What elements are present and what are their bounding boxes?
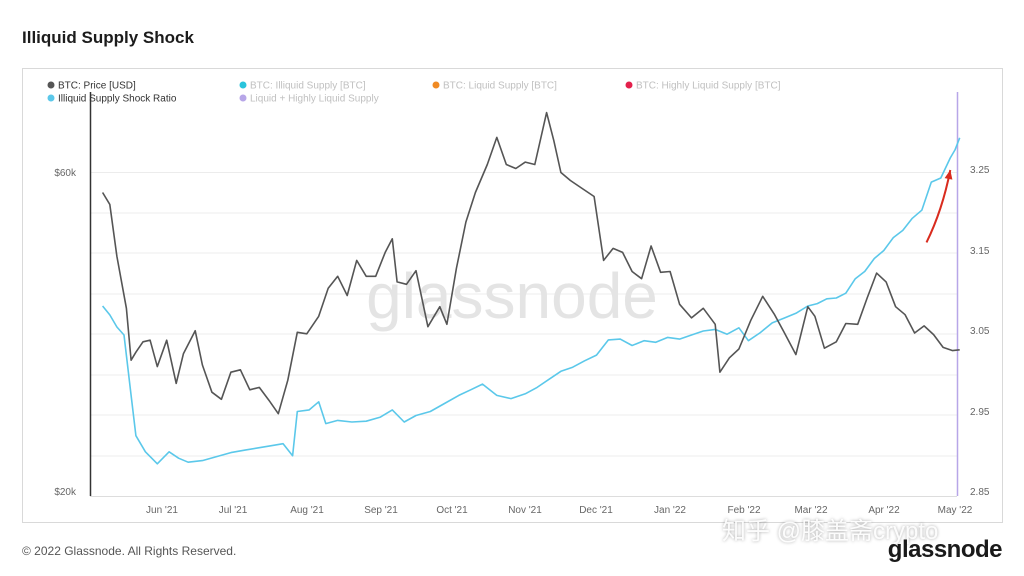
series-line-shock-ratio — [101, 137, 961, 465]
x-tick: Mar '22 — [794, 505, 827, 516]
page-title: Illiquid Supply Shock — [22, 28, 194, 47]
x-ticks: Jun '21 Jul '21 Aug '21 Sep '21 Oct '21 … — [146, 505, 973, 516]
legend-label: BTC: Illiquid Supply [BTC] — [250, 81, 366, 92]
legend-item-liquid-supply[interactable]: BTC: Liquid Supply [BTC] — [432, 81, 558, 92]
legend-dot — [239, 81, 247, 89]
legend-dot — [47, 81, 55, 89]
legend-dot — [625, 81, 633, 89]
annotation-arrow — [925, 169, 953, 243]
legend-label: BTC: Price [USD] — [58, 81, 136, 92]
arrow-head — [944, 170, 953, 180]
zhihu-watermark: 知乎 @膝盖斋crypto — [722, 518, 939, 545]
legend-item-shock-ratio[interactable]: Illiquid Supply Shock Ratio — [47, 94, 177, 105]
legend-item-highly-liquid-supply[interactable]: BTC: Highly Liquid Supply [BTC] — [625, 81, 781, 92]
legend-label: Illiquid Supply Shock Ratio — [58, 94, 177, 105]
y-right-tick: 3.05 — [970, 326, 990, 337]
legend-dot — [239, 94, 247, 102]
y-left-tick: $20k — [54, 487, 77, 498]
x-tick: Jan '22 — [654, 505, 686, 516]
legend-label: BTC: Highly Liquid Supply [BTC] — [636, 81, 781, 92]
legend-item-illiquid-supply[interactable]: BTC: Illiquid Supply [BTC] — [239, 81, 366, 92]
x-tick: Feb '22 — [727, 505, 760, 516]
x-tick: Dec '21 — [579, 505, 613, 516]
legend-item-liquid-plus-highly-liquid[interactable]: Liquid + Highly Liquid Supply — [239, 94, 379, 105]
arrow-shaft — [925, 169, 952, 243]
x-tick: Aug '21 — [290, 505, 324, 516]
chart-panel — [22, 68, 1003, 523]
y-right-tick: 2.85 — [970, 487, 990, 498]
x-tick: Apr '22 — [868, 505, 900, 516]
brand-logo: glassnode — [887, 536, 1003, 563]
legend-label: Liquid + Highly Liquid Supply — [250, 94, 379, 105]
x-tick: May '22 — [938, 505, 973, 516]
legend-item-btc-price[interactable]: BTC: Price [USD] — [47, 81, 137, 92]
center-watermark: glassnode — [366, 260, 658, 332]
y-right-tick: 2.95 — [970, 407, 990, 418]
legend-label: BTC: Liquid Supply [BTC] — [443, 81, 557, 92]
x-tick: Sep '21 — [364, 505, 398, 516]
x-tick: Nov '21 — [508, 505, 542, 516]
grid — [90, 172, 957, 457]
legend: BTC: Price [USD] BTC: Illiquid Supply [B… — [47, 81, 781, 105]
series-line-btc-price — [101, 111, 960, 415]
legend-dot — [47, 94, 55, 102]
y-left-tick: $60k — [54, 168, 77, 179]
copyright-text: © 2022 Glassnode. All Rights Reserved. — [22, 544, 237, 558]
x-tick: Jun '21 — [146, 505, 178, 516]
legend-dot — [432, 81, 440, 89]
x-tick: Oct '21 — [436, 505, 468, 516]
x-tick: Jul '21 — [219, 505, 248, 516]
y-right-tick: 3.15 — [970, 246, 990, 257]
y-right-tick: 3.25 — [970, 165, 990, 176]
